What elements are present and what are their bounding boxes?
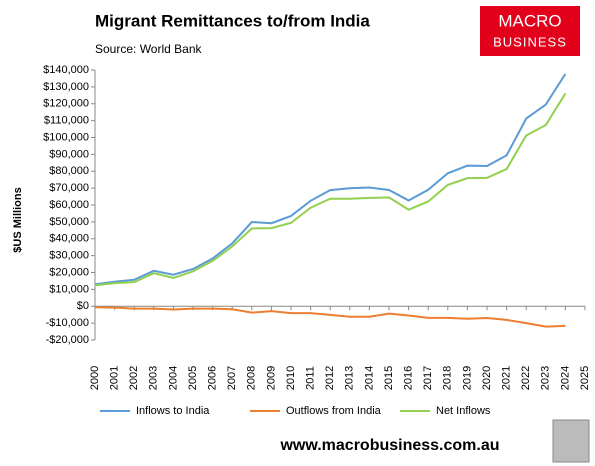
y-tick-label: -$20,000 <box>46 334 89 346</box>
x-tick-label: 2003 <box>148 366 160 390</box>
y-tick-label: $120,000 <box>43 98 89 110</box>
x-tick-label: 2023 <box>540 366 552 390</box>
x-tick-label: 2014 <box>363 366 375 390</box>
chart-title: Migrant Remittances to/from India <box>95 11 370 30</box>
x-tick-label: 2001 <box>109 366 121 390</box>
y-tick-label: $0 <box>77 300 89 312</box>
x-tick-label: 2000 <box>89 366 101 390</box>
y-tick-label: $40,000 <box>49 233 89 245</box>
x-tick-label: 2009 <box>265 366 277 390</box>
wolf-image <box>552 419 590 463</box>
x-tick-label: 2018 <box>442 366 454 390</box>
x-tick-label: 2007 <box>226 366 238 390</box>
y-tick-label: $50,000 <box>49 216 89 228</box>
series-line <box>94 92 567 287</box>
y-tick-label: $130,000 <box>43 81 89 93</box>
chart-subtitle: Source: World Bank <box>95 42 202 56</box>
x-tick-label: 2011 <box>305 366 317 390</box>
y-tick-label: $70,000 <box>49 182 89 194</box>
x-tick-label: 2022 <box>520 366 532 390</box>
series-line <box>94 73 567 286</box>
x-tick-label: 2016 <box>403 366 415 390</box>
series-line <box>94 306 566 328</box>
x-tick-label: 2013 <box>344 366 356 390</box>
x-tick-label: 2012 <box>324 366 336 390</box>
x-tick-label: 2006 <box>207 366 219 390</box>
x-tick-label: 2019 <box>461 366 473 390</box>
x-tick-label: 2021 <box>501 366 513 390</box>
x-tick-label: 2017 <box>422 366 434 390</box>
x-tick-label: 2015 <box>383 366 395 390</box>
y-tick-label: $80,000 <box>49 165 89 177</box>
legend-label: Inflows to India <box>136 405 210 417</box>
y-tick-label: $20,000 <box>49 266 89 278</box>
brand-top: MACRO <box>498 11 561 30</box>
y-tick-label: -$10,000 <box>46 317 89 329</box>
x-tick-label: 2008 <box>246 366 258 390</box>
y-tick-label: $30,000 <box>49 250 89 262</box>
legend-label: Net Inflows <box>436 405 491 417</box>
brand-logo <box>480 6 580 56</box>
y-tick-label: $140,000 <box>43 64 89 76</box>
website: www.macrobusiness.com.au <box>279 437 499 454</box>
y-tick-label: $60,000 <box>49 199 89 211</box>
brand-bottom: BUSINESS <box>493 34 567 49</box>
x-tick-label: 2024 <box>559 366 571 390</box>
x-tick-label: 2010 <box>285 366 297 390</box>
x-tick-label: 2004 <box>167 366 179 390</box>
y-tick-label: $110,000 <box>44 115 89 127</box>
x-tick-label: 2005 <box>187 366 199 390</box>
y-axis-label: $US Millions <box>12 187 24 252</box>
y-tick-label: $100,000 <box>43 131 89 143</box>
x-tick-label: 2002 <box>128 366 140 390</box>
y-tick-label: $10,000 <box>49 283 89 295</box>
y-tick-label: $90,000 <box>49 148 89 160</box>
x-tick-label: 2020 <box>481 366 493 390</box>
x-tick-label: 2025 <box>579 366 591 390</box>
legend-label: Outflows from India <box>286 405 382 417</box>
